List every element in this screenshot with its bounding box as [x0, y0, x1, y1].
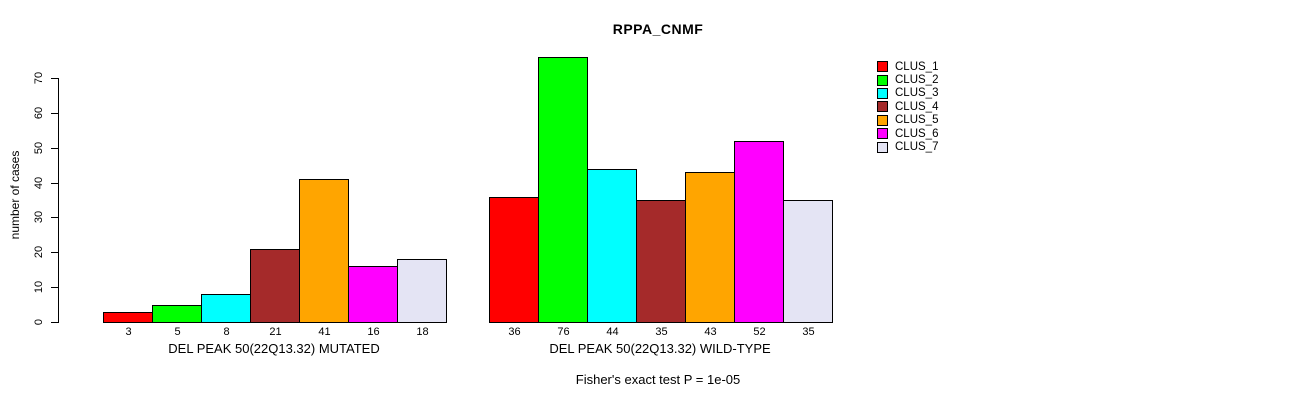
legend-label: CLUS_1 [895, 60, 939, 73]
y-tick-mark [51, 287, 58, 289]
legend-label: CLUS_2 [895, 74, 939, 87]
chart-title: RPPA_CNMF [612, 21, 704, 37]
bar-clus_4-group1 [250, 248, 300, 323]
x-group-label-mutated: DEL PEAK 50(22Q13.32) MUTATED [168, 341, 380, 356]
legend-swatch-icon [877, 101, 888, 113]
legend-swatch-icon [877, 114, 888, 126]
legend-swatch-icon [877, 141, 888, 153]
y-tick-label: 70 [33, 71, 45, 85]
legend-swatch-icon [877, 61, 888, 73]
bar-clus_1-group2 [489, 196, 539, 323]
bar-clus_5-group2 [685, 172, 735, 323]
legend-swatch-icon [877, 74, 888, 86]
legend-label: CLUS_7 [895, 141, 939, 154]
bar-value-label: 35 [655, 326, 668, 338]
legend-swatch-icon [877, 87, 888, 99]
bar-clus_2-group1 [152, 304, 202, 323]
bar-clus_5-group1 [299, 179, 349, 323]
bar-clus_3-group1 [201, 294, 251, 323]
bar-value-label: 18 [416, 326, 429, 338]
bar-value-label: 43 [704, 326, 717, 338]
y-tick-mark [51, 112, 58, 114]
legend-item-clus_6: CLUS_6 [877, 127, 938, 140]
bar-clus_4-group2 [636, 200, 686, 323]
legend-item-clus_5: CLUS_5 [877, 114, 938, 127]
y-tick-label: 60 [33, 106, 45, 119]
y-axis-label: number of cases [8, 150, 22, 240]
y-tick-label: 50 [33, 141, 45, 154]
y-tick-label: 20 [33, 246, 45, 259]
subtitle-fisher-test: Fisher's exact test P = 1e-05 [575, 372, 741, 387]
y-tick-label: 10 [33, 281, 45, 294]
y-tick-mark [51, 182, 58, 184]
bar-value-label: 3 [125, 326, 132, 338]
y-tick-mark [51, 322, 58, 323]
legend-label: CLUS_5 [895, 114, 939, 127]
legend-item-clus_4: CLUS_4 [877, 100, 938, 113]
bar-value-label: 76 [557, 326, 570, 338]
x-group-label-wild-type: DEL PEAK 50(22Q13.32) WILD-TYPE [549, 341, 771, 356]
bar-clus_2-group2 [538, 57, 588, 323]
legend: CLUS_1 CLUS_2 CLUS_3 CLUS_4 CLUS_5 CLUS_6 CLUS… [877, 60, 938, 154]
y-tick-mark [51, 78, 58, 79]
legend-item-clus_2: CLUS_2 [877, 73, 938, 86]
bar-value-label: 36 [508, 326, 521, 338]
legend-item-clus_7: CLUS_7 [877, 140, 938, 153]
bar-value-label: 8 [223, 326, 230, 338]
bar-value-label: 16 [367, 326, 380, 338]
y-tick-mark [51, 217, 58, 219]
bar-clus_1-group1 [103, 311, 153, 323]
legend-item-clus_3: CLUS_3 [877, 87, 938, 100]
bar-value-label: 44 [606, 326, 619, 338]
y-tick-mark [51, 252, 58, 254]
legend-label: CLUS_3 [895, 87, 939, 100]
y-tick-label: 0 [33, 318, 45, 326]
bar-value-label: 35 [802, 326, 815, 338]
bar-value-label: 41 [318, 326, 331, 338]
bar-value-label: 5 [174, 326, 181, 338]
bar-clus_7-group1 [397, 259, 447, 323]
legend-label: CLUS_4 [895, 100, 939, 113]
y-axis-line [58, 78, 59, 323]
legend-item-clus_1: CLUS_1 [877, 60, 938, 73]
y-tick-mark [51, 147, 58, 149]
bar-value-label: 52 [753, 326, 766, 338]
bar-clus_7-group2 [783, 200, 833, 323]
y-tick-label: 30 [33, 211, 45, 224]
legend-label: CLUS_6 [895, 127, 939, 140]
y-tick-label: 40 [33, 176, 45, 189]
bar-clus_3-group2 [587, 168, 637, 323]
legend-swatch-icon [877, 128, 888, 140]
bar-clus_6-group2 [734, 140, 784, 323]
bar-value-label: 21 [269, 326, 282, 338]
bar-clus_6-group1 [348, 266, 398, 323]
